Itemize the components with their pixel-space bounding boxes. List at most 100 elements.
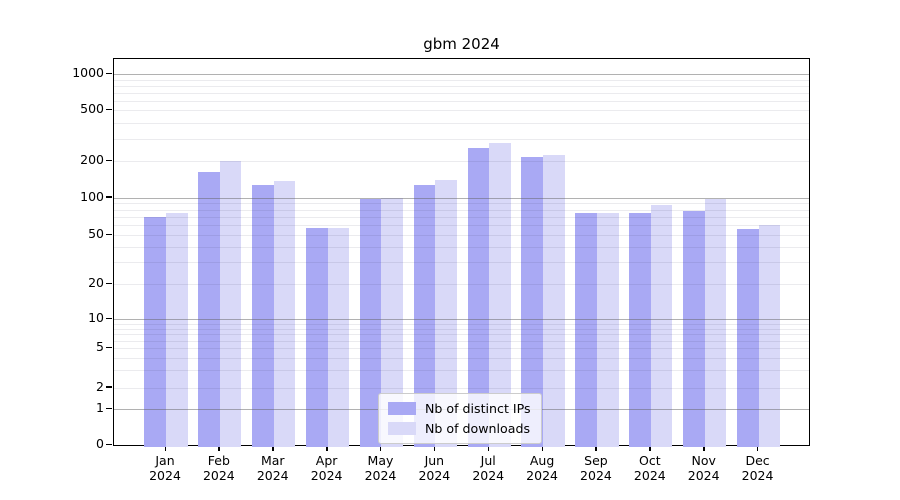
gridline-minor [114,225,809,227]
gridline-major [114,197,809,199]
bar-downloads-mar [273,181,296,447]
x-tick-label: Sep 2024 [580,453,612,483]
gridline-minor [114,323,809,325]
gridline-minor [114,100,809,102]
x-tick-label: Aug 2024 [526,453,558,483]
y-tick-label: 50 [88,226,104,242]
y-tick-mark [106,443,112,445]
y-tick-mark [106,346,112,349]
x-tick-mark [164,446,166,451]
gridline-minor [114,348,809,350]
legend-swatch-distinct-ips [388,402,416,415]
legend-label-downloads: Nb of downloads [425,421,531,436]
gridline-minor [114,334,809,336]
legend-swatch-downloads [388,422,416,435]
bar-downloads-jul [489,143,511,447]
x-tick-mark [757,446,759,451]
y-tick-mark [106,317,112,320]
y-tick-label: 5 [96,339,104,355]
bar-downloads-nov [704,199,727,447]
bar-distinct-ips-apr [306,228,328,447]
x-tick-mark [218,446,220,451]
bar-downloads-feb [219,161,242,447]
gridline-minor [114,247,809,249]
y-tick-label: 10 [88,310,104,326]
gridline-minor [114,138,809,140]
x-tick-label: Mar 2024 [256,453,289,483]
gridline-minor [114,370,809,372]
legend-item-downloads: Nb of downloads [388,421,531,436]
x-tick-mark [379,446,382,451]
y-tick-mark [106,386,112,388]
y-tick-label: 100 [80,188,104,204]
x-tick-label: May 2024 [364,453,397,483]
bar-downloads-apr [327,228,350,447]
x-tick-mark [649,446,651,451]
y-tick-label: 200 [80,152,104,167]
gridline-minor [114,387,809,389]
bar-downloads-jun [435,179,457,447]
gridline-minor [114,262,809,264]
plot-area: Nb of distinct IPs Nb of downloads [113,58,810,447]
bars-layer [114,59,809,447]
y-tick-label: 20 [88,275,104,290]
bar-downloads-dec [758,224,781,447]
bar-distinct-ips-oct [629,212,651,447]
bar-distinct-ips-sep [575,213,597,447]
gridline-minor [114,284,809,285]
legend-label-distinct-ips: Nb of distinct IPs [425,401,531,416]
bar-downloads-sep [596,213,619,447]
gridline-minor [114,92,809,94]
y-tick-mark [106,72,112,75]
bar-distinct-ips-feb [198,171,220,447]
legend-item-distinct-ips: Nb of distinct IPs [388,401,531,416]
gridline-minor [114,217,809,219]
bar-distinct-ips-dec [736,229,759,447]
gridline-minor [114,79,809,81]
x-tick-label: Oct 2024 [633,453,666,483]
gridline-minor [114,110,809,112]
gridline-minor [114,328,809,330]
y-tick-mark [106,196,112,198]
bar-distinct-ips-may [359,198,382,447]
bar-distinct-ips-jun [413,184,436,447]
x-tick-mark [703,446,705,451]
bar-downloads-oct [650,204,673,447]
grid-layer [114,59,809,445]
y-tick-label: 1 [96,400,104,416]
x-tick-mark [541,446,543,451]
gridline-major [114,74,809,76]
bar-distinct-ips-jan [144,217,166,447]
y-tick-mark [106,282,112,284]
x-tick-mark [595,446,597,451]
x-tick-label: Jan 2024 [149,453,181,483]
bar-distinct-ips-aug [521,156,544,447]
x-tick-label: Feb 2024 [202,453,235,483]
y-tick-label: 2 [96,378,104,394]
x-tick-label: Jun 2024 [418,453,451,483]
gridline-minor [114,203,809,205]
gridline-major [114,319,809,321]
y-tick-mark [106,407,112,410]
x-tick-label: Apr 2024 [310,453,343,483]
y-tick-mark [106,159,112,161]
bar-downloads-may [381,197,404,447]
y-tick-label: 0 [96,436,104,451]
gridline-minor [114,340,809,342]
x-tick-label: Nov 2024 [687,453,720,483]
x-tick-mark [272,446,274,451]
x-tick-label: Dec 2024 [741,453,774,483]
gridline-minor [114,161,809,162]
x-tick-mark [487,446,490,451]
gridline-minor [114,235,809,237]
x-tick-label: Jul 2024 [472,453,505,483]
bar-distinct-ips-mar [252,185,274,447]
bar-distinct-ips-nov [683,211,705,447]
bar-distinct-ips-jul [467,148,490,447]
chart-title: gbm 2024 [423,35,500,53]
gridline-minor [114,209,809,211]
legend: Nb of distinct IPs Nb of downloads [378,393,542,444]
y-tick-mark [106,233,112,236]
x-tick-mark [326,446,328,451]
